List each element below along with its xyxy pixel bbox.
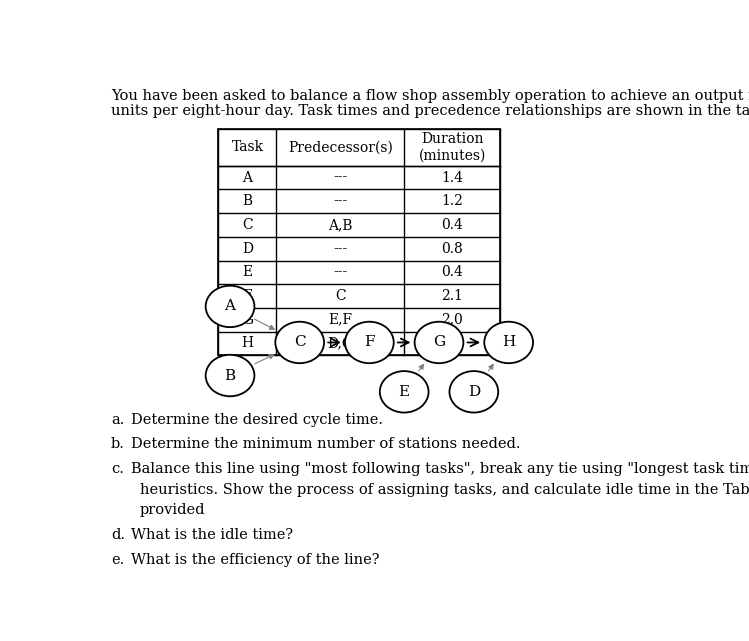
Text: E,F: E,F: [328, 313, 352, 327]
Bar: [219, 129, 500, 355]
Text: C: C: [294, 335, 306, 349]
Text: What is the idle time?: What is the idle time?: [131, 528, 294, 542]
Text: E: E: [398, 385, 410, 399]
Text: A: A: [225, 299, 235, 313]
Text: B: B: [243, 194, 252, 208]
Text: B: B: [225, 369, 236, 383]
Text: H: H: [241, 337, 253, 351]
Text: 2.1: 2.1: [441, 289, 463, 303]
Text: D,G: D,G: [327, 337, 354, 351]
Text: D: D: [242, 242, 253, 256]
Text: 1.2: 1.2: [441, 194, 463, 208]
Text: C: C: [335, 289, 345, 303]
Circle shape: [485, 322, 533, 363]
Text: Duration
(minutes): Duration (minutes): [419, 132, 486, 162]
Text: a.: a.: [111, 413, 124, 426]
Circle shape: [415, 322, 464, 363]
Circle shape: [380, 371, 428, 413]
Text: 0.8: 0.8: [441, 242, 463, 256]
Circle shape: [276, 322, 324, 363]
Circle shape: [206, 355, 255, 396]
Text: A: A: [243, 171, 252, 185]
Text: 0.4: 0.4: [441, 218, 463, 232]
Text: Determine the desired cycle time.: Determine the desired cycle time.: [131, 413, 383, 426]
Text: Balance this line using "most following tasks", break any tie using "longest tas: Balance this line using "most following …: [131, 462, 749, 476]
Text: F: F: [364, 335, 374, 349]
Text: b.: b.: [111, 437, 125, 451]
Text: e.: e.: [111, 553, 124, 567]
Circle shape: [345, 322, 394, 363]
Text: F: F: [243, 289, 252, 303]
Text: ---: ---: [333, 265, 348, 279]
Text: H: H: [502, 335, 515, 349]
Text: 0.4: 0.4: [441, 265, 463, 279]
Text: units per eight-hour day. Task times and precedence relationships are shown in t: units per eight-hour day. Task times and…: [111, 104, 749, 118]
Circle shape: [206, 286, 255, 327]
Circle shape: [449, 371, 498, 413]
Text: Determine the minimum number of stations needed.: Determine the minimum number of stations…: [131, 437, 521, 451]
Text: ---: ---: [333, 242, 348, 256]
Text: 2.0: 2.0: [441, 313, 463, 327]
Text: C: C: [242, 218, 252, 232]
Text: d.: d.: [111, 528, 125, 542]
Text: E: E: [243, 265, 252, 279]
Text: c.: c.: [111, 462, 124, 476]
Text: ---: ---: [333, 194, 348, 208]
Text: Predecessor(s): Predecessor(s): [288, 140, 392, 154]
Text: 1.2: 1.2: [441, 337, 463, 351]
Text: G: G: [242, 313, 253, 327]
Text: heuristics. Show the process of assigning tasks, and calculate idle time in the : heuristics. Show the process of assignin…: [140, 483, 749, 497]
Text: 1.4: 1.4: [441, 171, 463, 185]
Text: ---: ---: [333, 171, 348, 185]
Text: D: D: [467, 385, 480, 399]
Text: What is the efficiency of the line?: What is the efficiency of the line?: [131, 553, 380, 567]
Text: A,B: A,B: [328, 218, 353, 232]
Text: You have been asked to balance a flow shop assembly operation to achieve an outp: You have been asked to balance a flow sh…: [111, 89, 749, 103]
Text: Task: Task: [231, 140, 264, 154]
Text: provided: provided: [140, 503, 205, 517]
Text: G: G: [433, 335, 445, 349]
